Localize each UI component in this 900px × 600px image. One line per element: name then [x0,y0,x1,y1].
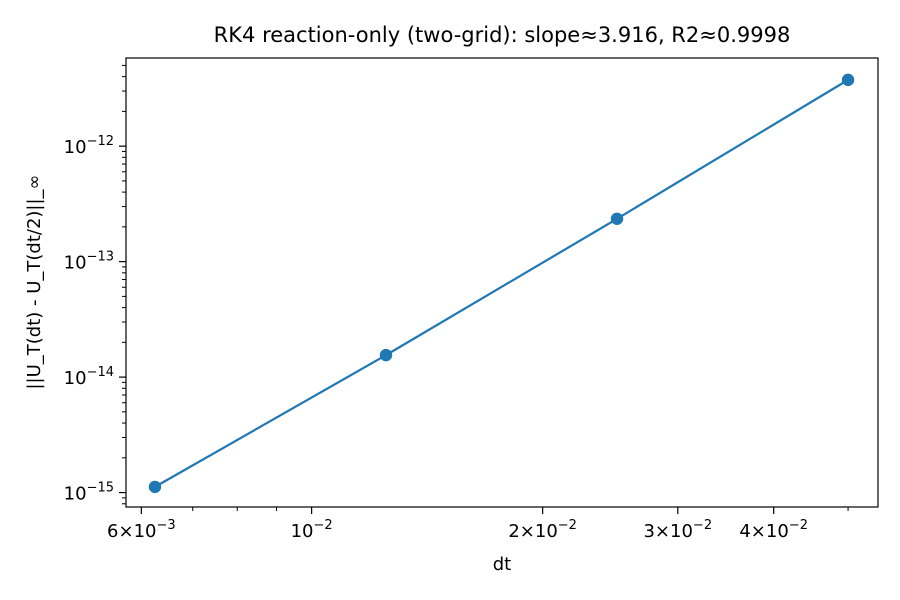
series-line [154,78,849,488]
y-axis-label: ||U_T(dt) - U_T(dt/2)||_∞ [24,174,45,389]
minor-ticks [122,64,849,511]
data-point [379,348,393,362]
data-point [841,73,855,87]
chart-title: RK4 reaction-only (two-grid): slope≈3.91… [214,23,791,47]
plot-frame [125,57,879,508]
data-point [148,480,162,494]
series-layer [148,73,855,494]
x-axis-label: dt [493,554,511,575]
data-point [610,212,624,225]
